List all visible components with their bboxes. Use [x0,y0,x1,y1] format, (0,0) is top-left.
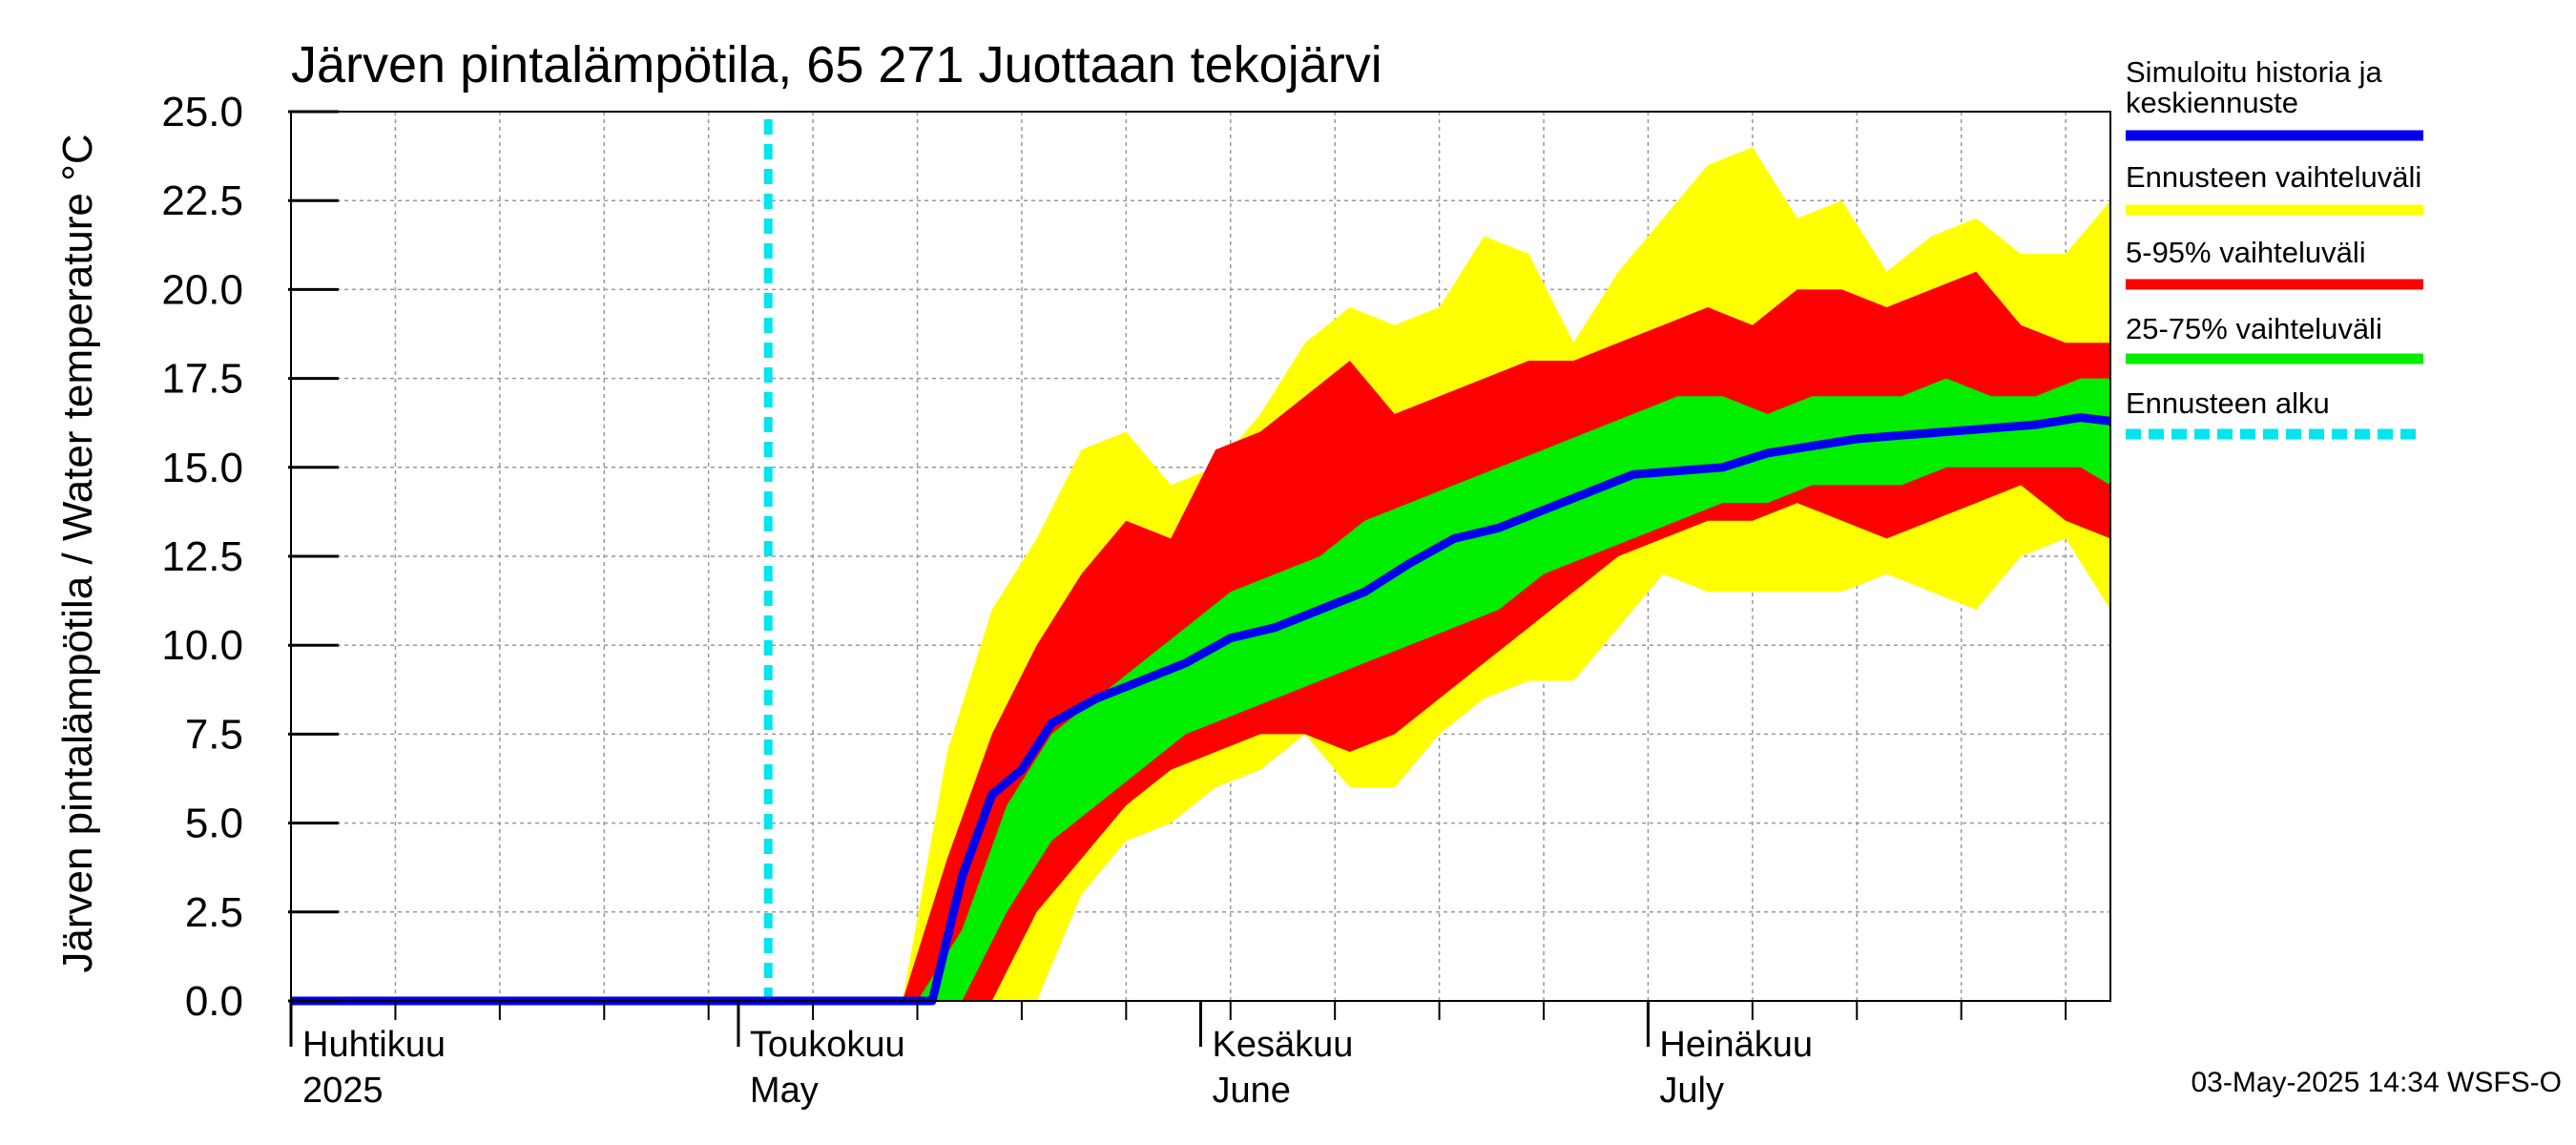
legend-label: 5-95% vaihteluväli [2126,236,2366,269]
y-tick-label: 25.0 [161,89,243,135]
y-tick-label: 5.0 [185,801,243,847]
legend-item: 25-75% vaihteluväli [2126,312,2423,364]
x-month-sublabel: May [750,1071,819,1111]
mean-forecast-line [291,413,2111,1006]
legend-label: Simuloitu historia ja [2126,55,2383,89]
mean-line-layer [291,119,2111,1006]
legend-item: Ennusteen vaihteluväli [2126,160,2423,216]
legend-label-line2: keskiennuste [2126,86,2298,119]
x-month-label: Kesäkuu [1213,1025,1354,1065]
x-month-sublabel: July [1659,1071,1724,1111]
legend-label: Ennusteen vaihteluväli [2126,160,2421,194]
legend-item: 5-95% vaihteluväli [2126,236,2423,290]
x-month-label: Toukokuu [750,1025,905,1065]
y-tick-label: 17.5 [161,356,243,403]
y-tick-label: 15.0 [161,445,243,491]
forecast-bands [291,147,2110,1002]
x-month-sublabel: June [1213,1071,1291,1111]
x-axis-ticks: Huhtikuu 2025 Toukokuu May Kesäkuu June Heinäk… [289,1001,2067,1111]
y-tick-label: 12.5 [161,533,243,580]
y-axis-ticks: 0.0 2.5 5.0 7.5 10.0 12.5 15.0 17.5 20.0 22.5 25.0 [161,89,339,1025]
legend-item: Ennusteen alku [2126,386,2423,440]
chart-title: Järven pintalämpötila, 65 271 Juottaan t… [291,36,1382,94]
y-tick-label: 10.0 [161,622,243,669]
y-tick-label: 2.5 [185,889,243,936]
x-month-label: Heinäkuu [1659,1025,1813,1065]
y-tick-label: 0.0 [185,978,243,1025]
y-tick-label: 7.5 [185,711,243,758]
x-month-sublabel: 2025 [302,1071,384,1111]
band-25-75-vaihteluv-li [291,378,2110,1002]
y-tick-label: 20.0 [161,266,243,313]
y-axis-label: Järven pintalämpötila / Water temperatur… [54,134,101,972]
timestamp-footer: 03-May-2025 14:34 WSFS-O [2192,1067,2563,1098]
x-month-label: Huhtikuu [302,1025,446,1065]
legend-label: Ennusteen alku [2126,386,2330,420]
y-tick-label: 22.5 [161,177,243,224]
legend-label: 25-75% vaihteluväli [2126,312,2382,345]
